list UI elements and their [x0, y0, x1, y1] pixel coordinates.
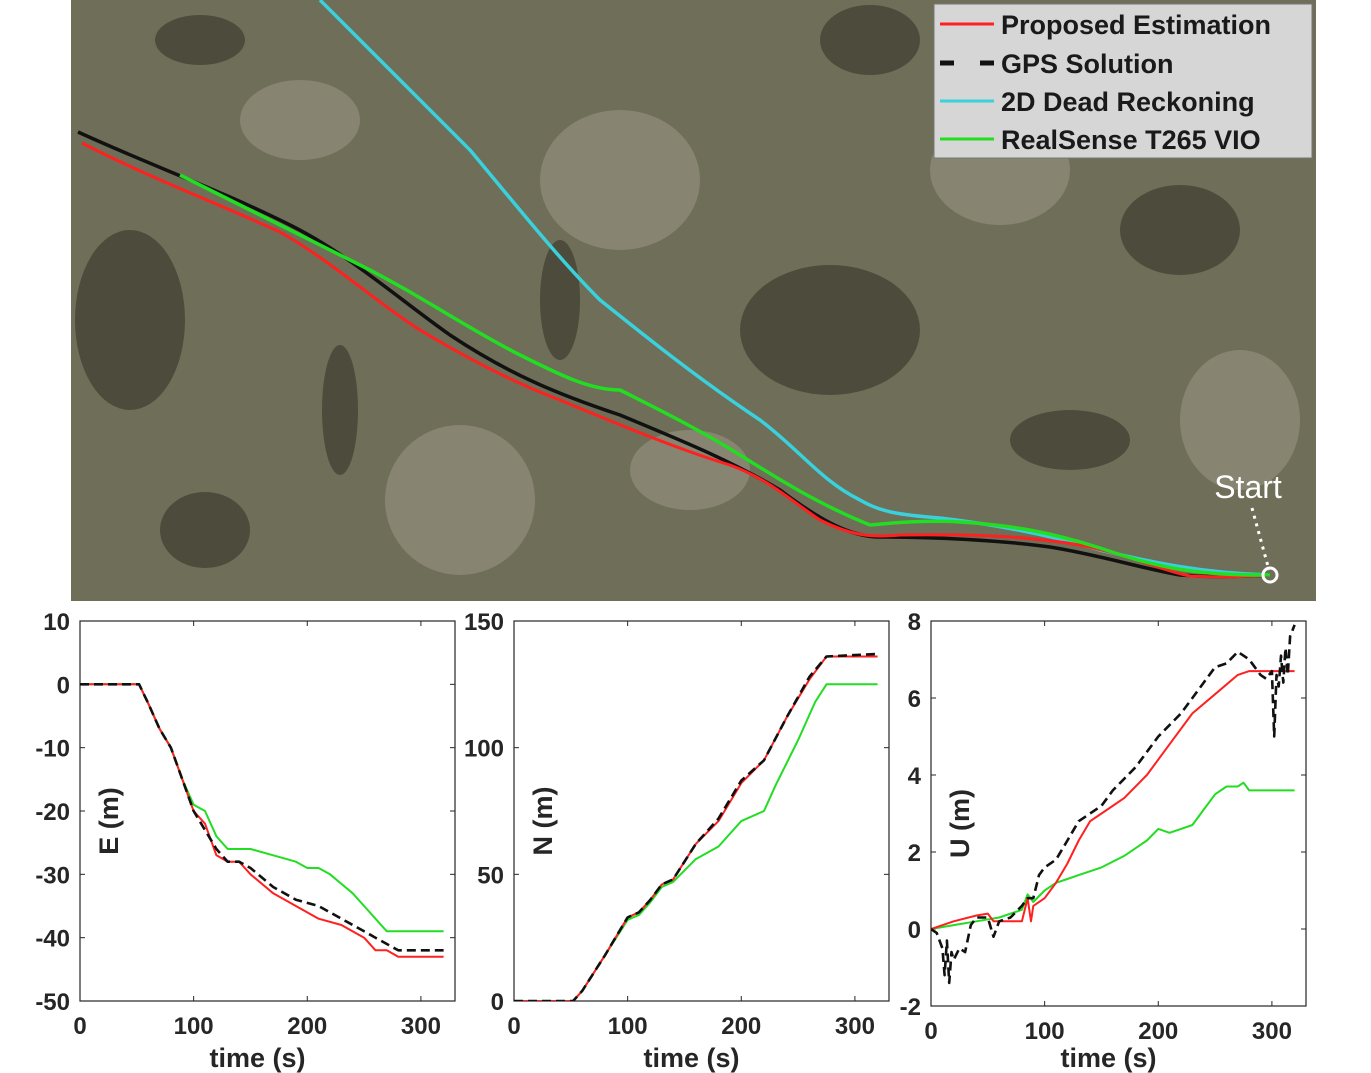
- terrain-light-patch: [385, 425, 535, 575]
- y-tick-label: 8: [908, 609, 921, 636]
- y-axis-label: U (m): [945, 789, 975, 858]
- y-tick-label: 2: [908, 840, 921, 867]
- terrain-dark-patch: [322, 345, 358, 475]
- y-tick-label: 0: [57, 672, 70, 699]
- x-tick-label: 0: [73, 1013, 86, 1040]
- series-line-gps: [931, 624, 1296, 985]
- x-tick-label: 300: [1252, 1018, 1292, 1045]
- series-group: [80, 682, 444, 958]
- y-tick-label: 0: [908, 917, 921, 944]
- y-tick-label: -50: [35, 989, 70, 1016]
- terrain-dark-patch: [160, 492, 250, 568]
- x-tick-label: 0: [924, 1018, 937, 1045]
- terrain-dark-patch: [155, 15, 245, 65]
- x-tick-label: 200: [287, 1013, 327, 1040]
- x-tick-label: 300: [835, 1013, 875, 1040]
- x-axis-label: time (s): [209, 1043, 305, 1073]
- terrain-light-patch: [1180, 350, 1300, 490]
- map-track-vio: [179, 173, 1271, 577]
- series-group: [514, 652, 878, 1001]
- x-tick-label: 100: [174, 1013, 214, 1040]
- y-tick-label: -40: [35, 926, 70, 953]
- terrain-light-patch: [240, 80, 360, 160]
- plot-area: [930, 620, 1307, 1007]
- legend-label-gps: GPS Solution: [1001, 49, 1174, 79]
- x-tick-label: 200: [721, 1013, 761, 1040]
- y-tick-label: 50: [477, 862, 504, 889]
- series-line-gps: [514, 652, 878, 1001]
- terrain-dark-patch: [820, 5, 920, 75]
- y-tick-label: -2: [900, 994, 921, 1021]
- y-tick-label: 0: [491, 989, 504, 1016]
- chart-n: 0 100 200 300 150 100 50 0 time (s) N (m): [464, 609, 890, 1073]
- series-line-vio: [931, 781, 1295, 930]
- legend-label-proposed: Proposed Estimation: [1001, 10, 1271, 40]
- y-tick-label: 150: [464, 609, 504, 636]
- start-marker: [1261, 566, 1279, 584]
- plot-area: [79, 620, 456, 1002]
- legend-label-vio: RealSense T265 VIO: [1001, 125, 1261, 155]
- x-axis-label: time (s): [643, 1043, 739, 1073]
- legend-box: [933, 3, 1313, 159]
- map-track-gps: [77, 130, 1271, 579]
- x-tick-label: 100: [608, 1013, 648, 1040]
- terrain-dark-patch: [740, 265, 920, 395]
- satellite-map: Start Proposed Estimation GPS Solution 2…: [71, 0, 1316, 601]
- terrain-dark-patch: [1120, 185, 1240, 275]
- x-tick-label: 100: [1025, 1018, 1065, 1045]
- y-tick-label: -20: [35, 799, 70, 826]
- start-pointer-line: [1250, 507, 1271, 571]
- series-line-proposed: [931, 670, 1295, 930]
- terrain-light-patch: [540, 110, 700, 250]
- x-tick-label: 200: [1138, 1018, 1178, 1045]
- legend-label-dead-reckoning: 2D Dead Reckoning: [1001, 87, 1255, 117]
- y-tick-label: 6: [908, 686, 921, 713]
- y-tick-label: 10: [43, 609, 70, 636]
- plot-area: [513, 620, 890, 1002]
- y-axis-label: E (m): [94, 787, 124, 855]
- y-tick-label: -10: [35, 736, 70, 763]
- terrain-dark-patch: [1010, 410, 1130, 470]
- x-tick-label: 0: [507, 1013, 520, 1040]
- y-axis-label: N (m): [528, 787, 558, 856]
- map-legend: Proposed Estimation GPS Solution 2D Dead…: [933, 3, 1313, 159]
- terrain-dark-patch: [75, 230, 185, 410]
- terrain-light-patch: [630, 430, 750, 510]
- y-tick-label: 100: [464, 736, 504, 763]
- x-tick-label: 300: [401, 1013, 441, 1040]
- start-label: Start: [1214, 469, 1282, 505]
- x-axis-label: time (s): [1060, 1043, 1156, 1073]
- series-group: [931, 624, 1296, 985]
- y-tick-label: -30: [35, 862, 70, 889]
- y-tick-label: 4: [908, 763, 922, 790]
- series-line-gps: [80, 682, 444, 952]
